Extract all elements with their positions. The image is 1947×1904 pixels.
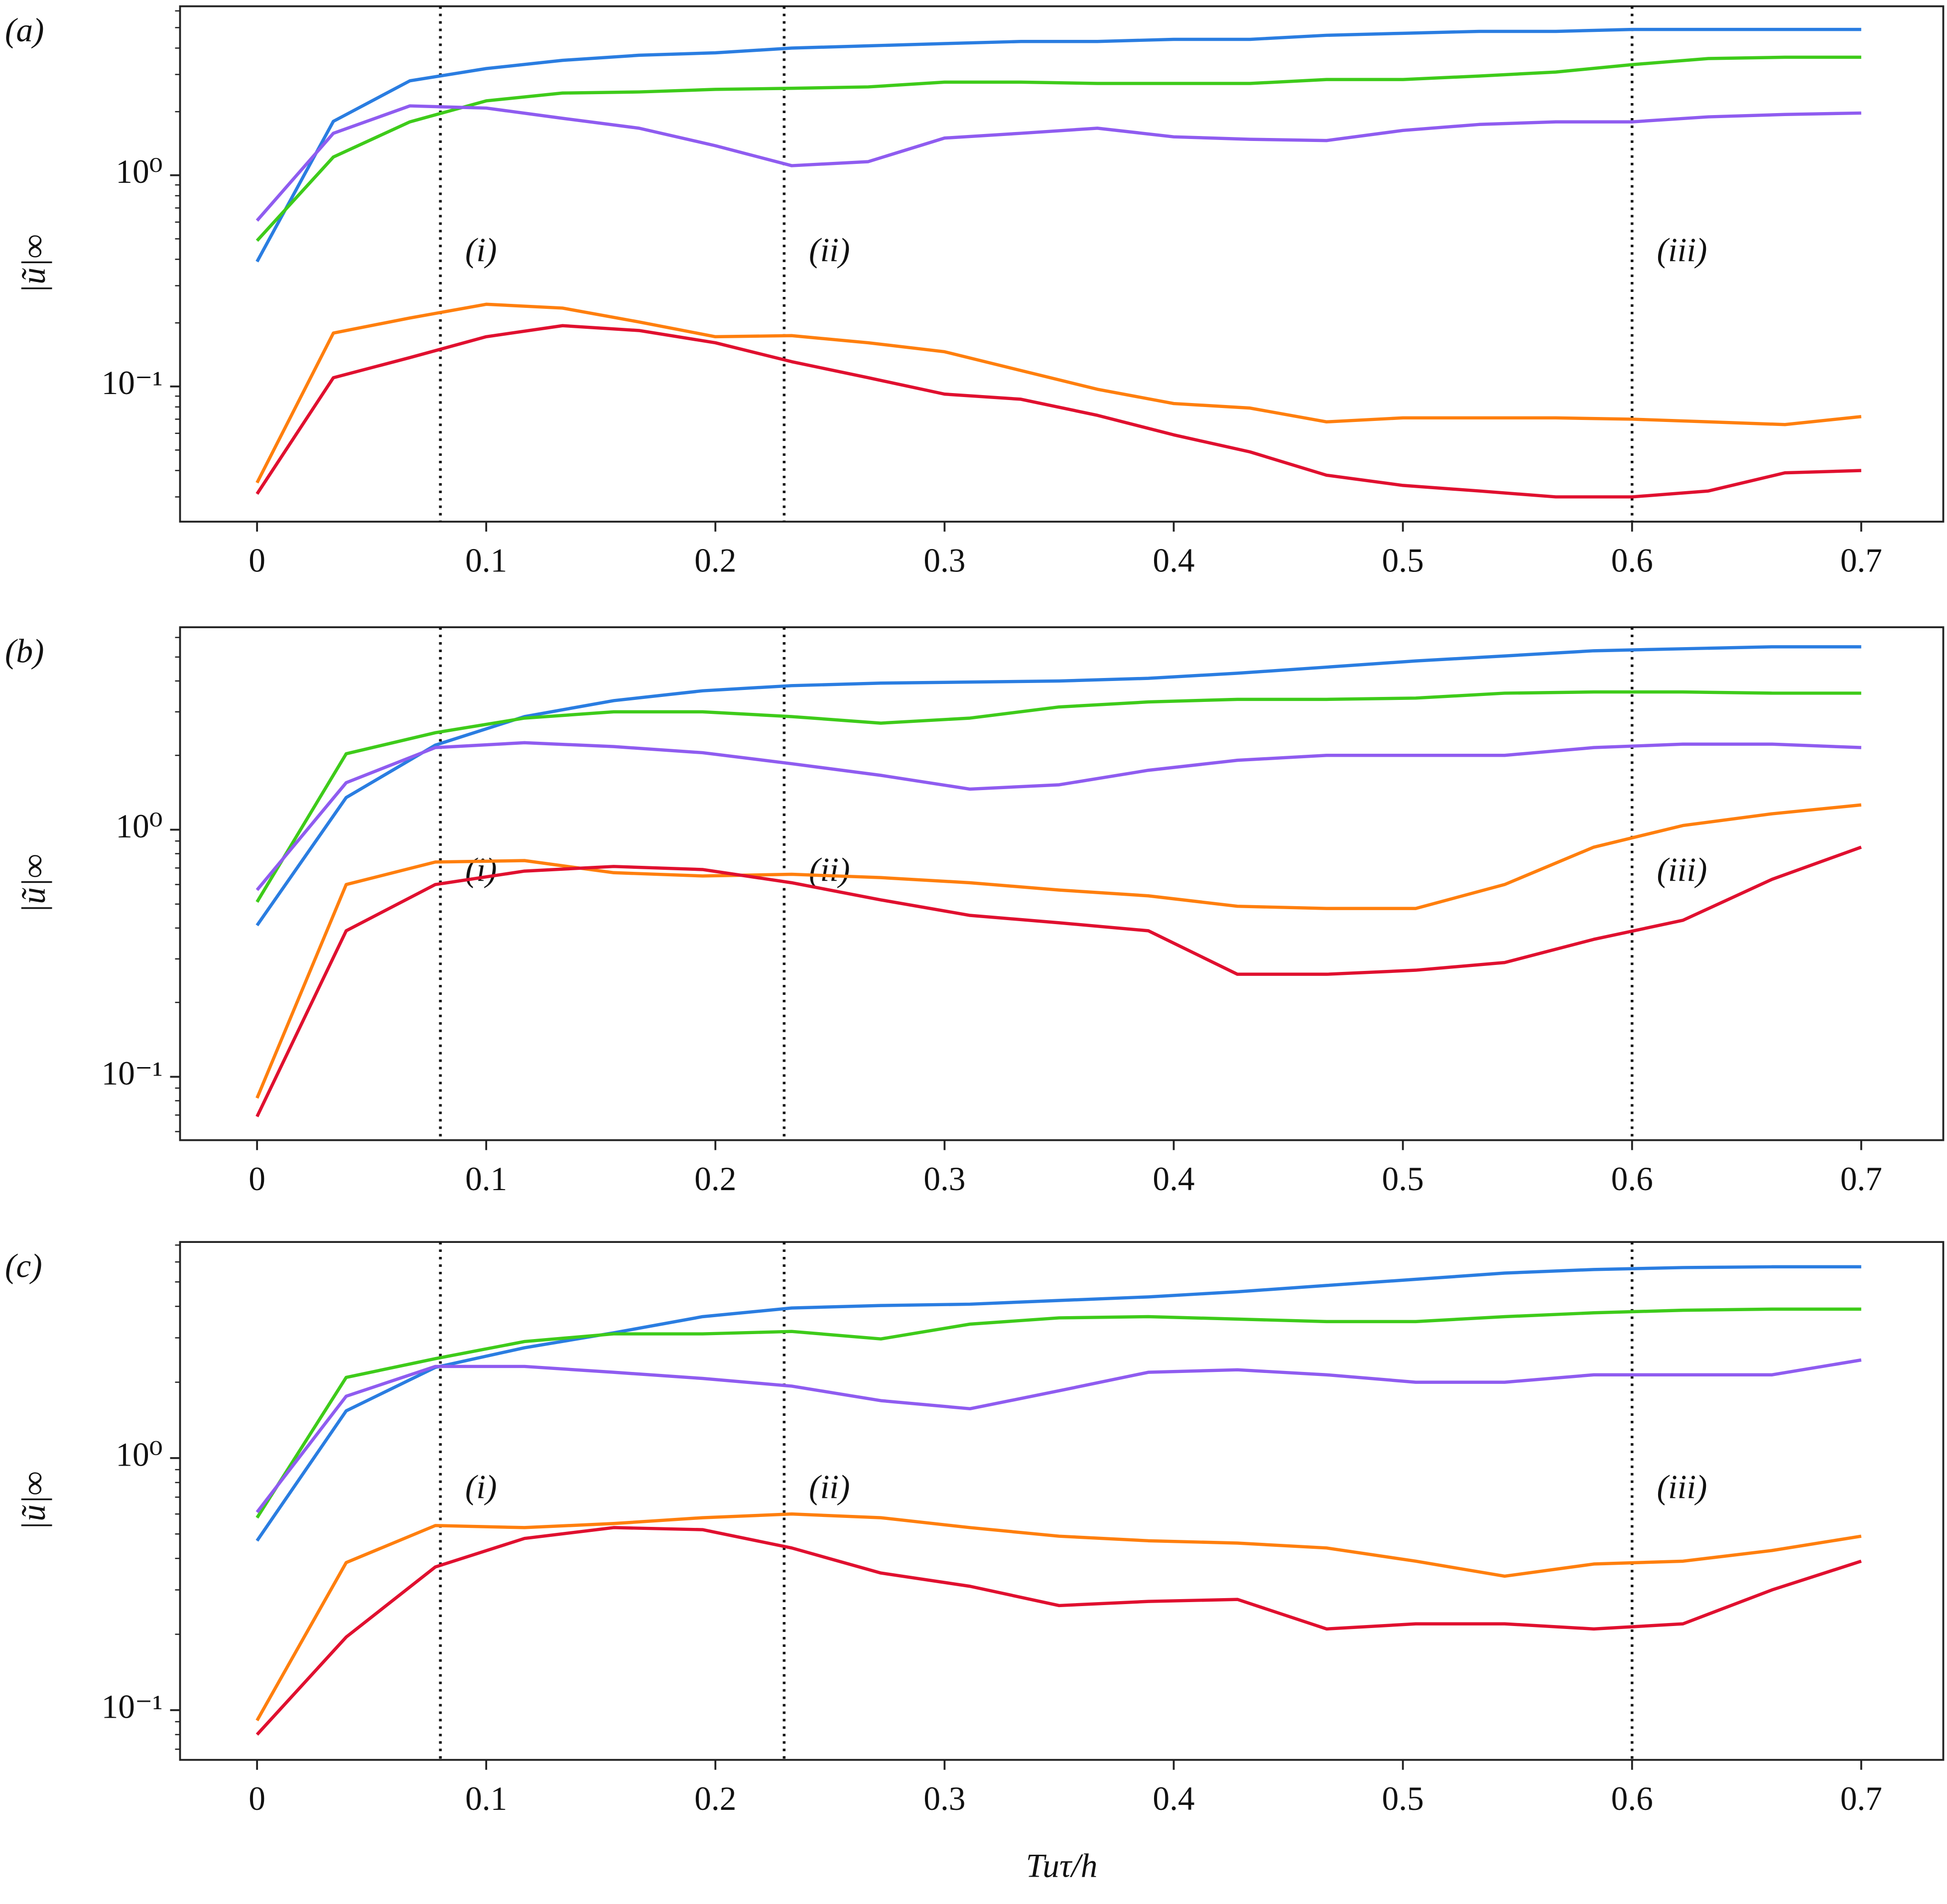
series-line (256, 324, 1861, 499)
x-tick-label: 0.1 (465, 1780, 507, 1817)
y-axis-label: |ũ|∞ (15, 1472, 52, 1531)
reference-label: (ii) (809, 232, 850, 269)
series-line (256, 1265, 1861, 1542)
x-tick-label: 0 (249, 1780, 265, 1817)
x-tick-label: 0.5 (1382, 542, 1424, 579)
series-line (256, 1307, 1861, 1519)
plot-frame (179, 5, 1945, 523)
x-tick-label: 0.4 (1153, 1780, 1194, 1817)
series-line (256, 690, 1861, 903)
plot-frame (179, 1241, 1945, 1761)
y-tick-label: 10⁻¹ (102, 1688, 163, 1725)
y-tick-label: 10⁻¹ (102, 1055, 163, 1092)
series-line (256, 845, 1862, 1117)
x-tick-label: 0.5 (1382, 1160, 1424, 1198)
series-line (256, 27, 1861, 263)
x-tick-label: 0.7 (1840, 1780, 1882, 1817)
plot-frame (179, 626, 1945, 1141)
series-line (256, 302, 1862, 484)
y-axis-label: |ũ|∞ (15, 854, 52, 914)
x-tick-label: 0.4 (1153, 542, 1194, 579)
x-tick-label: 0.2 (694, 1780, 736, 1817)
x-tick-label: 0.1 (465, 542, 507, 579)
x-tick-label: 0.5 (1382, 1780, 1424, 1817)
panel-label: (c) (5, 1247, 42, 1284)
series-line (256, 803, 1862, 1099)
x-tick-label: 0.3 (923, 1780, 965, 1817)
x-tick-label: 0.3 (923, 542, 965, 579)
x-tick-label: 0.7 (1840, 1160, 1882, 1198)
x-tick-label: 0.6 (1611, 542, 1653, 579)
x-tick-label: 0.7 (1840, 542, 1882, 579)
series-line (256, 741, 1861, 891)
reference-label: (iii) (1657, 1469, 1707, 1506)
series-line (256, 104, 1861, 222)
series-line (256, 55, 1861, 242)
x-tick-label: 0.6 (1611, 1160, 1653, 1198)
y-tick-label: 10⁰ (116, 1436, 162, 1473)
x-tick-label: 0.4 (1153, 1160, 1194, 1198)
reference-label: (i) (465, 232, 497, 269)
reference-label: (iii) (1657, 232, 1707, 269)
y-axis-label: |ũ|∞ (15, 235, 52, 294)
reference-label: (i) (465, 1469, 497, 1506)
reference-label: (iii) (1657, 851, 1707, 889)
series-line (256, 1512, 1862, 1722)
x-tick-label: 0.6 (1611, 1780, 1653, 1817)
panel-label: (a) (5, 11, 44, 49)
y-tick-label: 10⁰ (116, 808, 162, 845)
reference-label: (ii) (809, 1469, 850, 1506)
x-axis-label: Tuτ/h (1026, 1847, 1098, 1885)
y-tick-label: 10⁻¹ (102, 364, 163, 402)
series-line (256, 1526, 1862, 1736)
x-tick-label: 0 (249, 542, 265, 579)
reference-label: (ii) (809, 851, 850, 889)
x-tick-label: 0.2 (694, 1160, 736, 1198)
x-tick-label: 0.2 (694, 542, 736, 579)
panel-label: (b) (5, 632, 44, 670)
reference-label: (i) (465, 851, 497, 889)
y-tick-label: 10⁰ (116, 153, 162, 190)
x-tick-label: 0 (249, 1160, 265, 1198)
x-tick-label: 0.1 (465, 1160, 507, 1198)
series-line (256, 1358, 1862, 1513)
x-tick-label: 0.3 (923, 1160, 965, 1198)
